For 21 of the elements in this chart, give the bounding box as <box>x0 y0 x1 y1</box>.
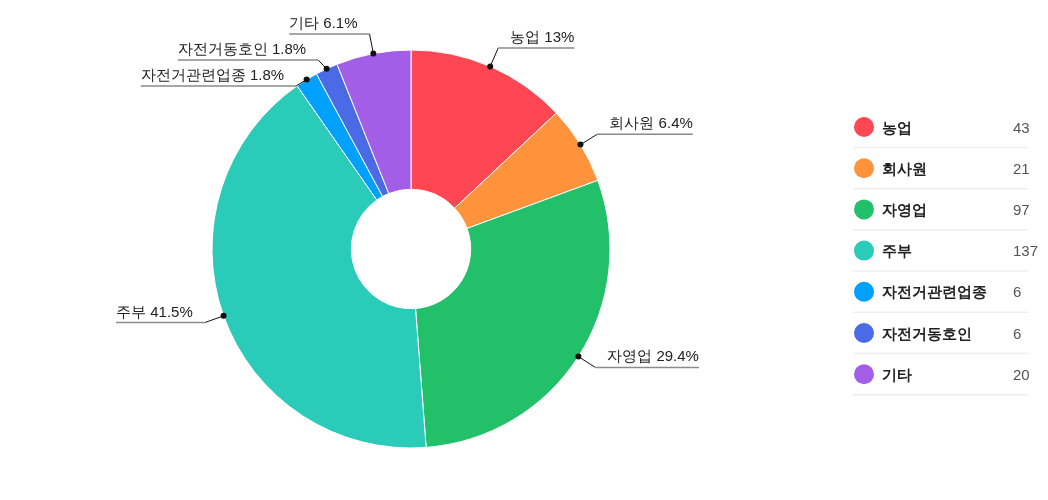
legend-label: 회사원 <box>882 159 927 177</box>
legend-label: 자전거동호인 <box>882 324 972 342</box>
data-label: 21 <box>1013 159 1030 177</box>
legend-label: 주부 <box>882 242 912 260</box>
data-label: 20 <box>1013 365 1030 383</box>
text: 자영업 29.4% <box>607 347 699 365</box>
text: 주부 41.5% <box>116 302 193 320</box>
data-label: 97 <box>1013 200 1030 218</box>
legend-label: 기타 <box>882 365 912 383</box>
data-label: 137 <box>1013 242 1039 260</box>
legend-label: 자영업 <box>882 200 927 218</box>
data-label: 6 <box>1013 324 1022 342</box>
legend-label: 자전거관련업종 <box>882 283 987 301</box>
text: 회사원 6.4% <box>609 114 693 132</box>
legend-label: 농업 <box>882 118 912 136</box>
text: 농업 13% <box>510 28 575 46</box>
text: 기타 6.1% <box>289 13 358 31</box>
data-label: 43 <box>1013 118 1030 136</box>
text: 자전거관련업종 1.8% <box>140 65 285 83</box>
text: 자전거동호인 1.8% <box>177 39 307 57</box>
data-label: 6 <box>1013 283 1022 301</box>
